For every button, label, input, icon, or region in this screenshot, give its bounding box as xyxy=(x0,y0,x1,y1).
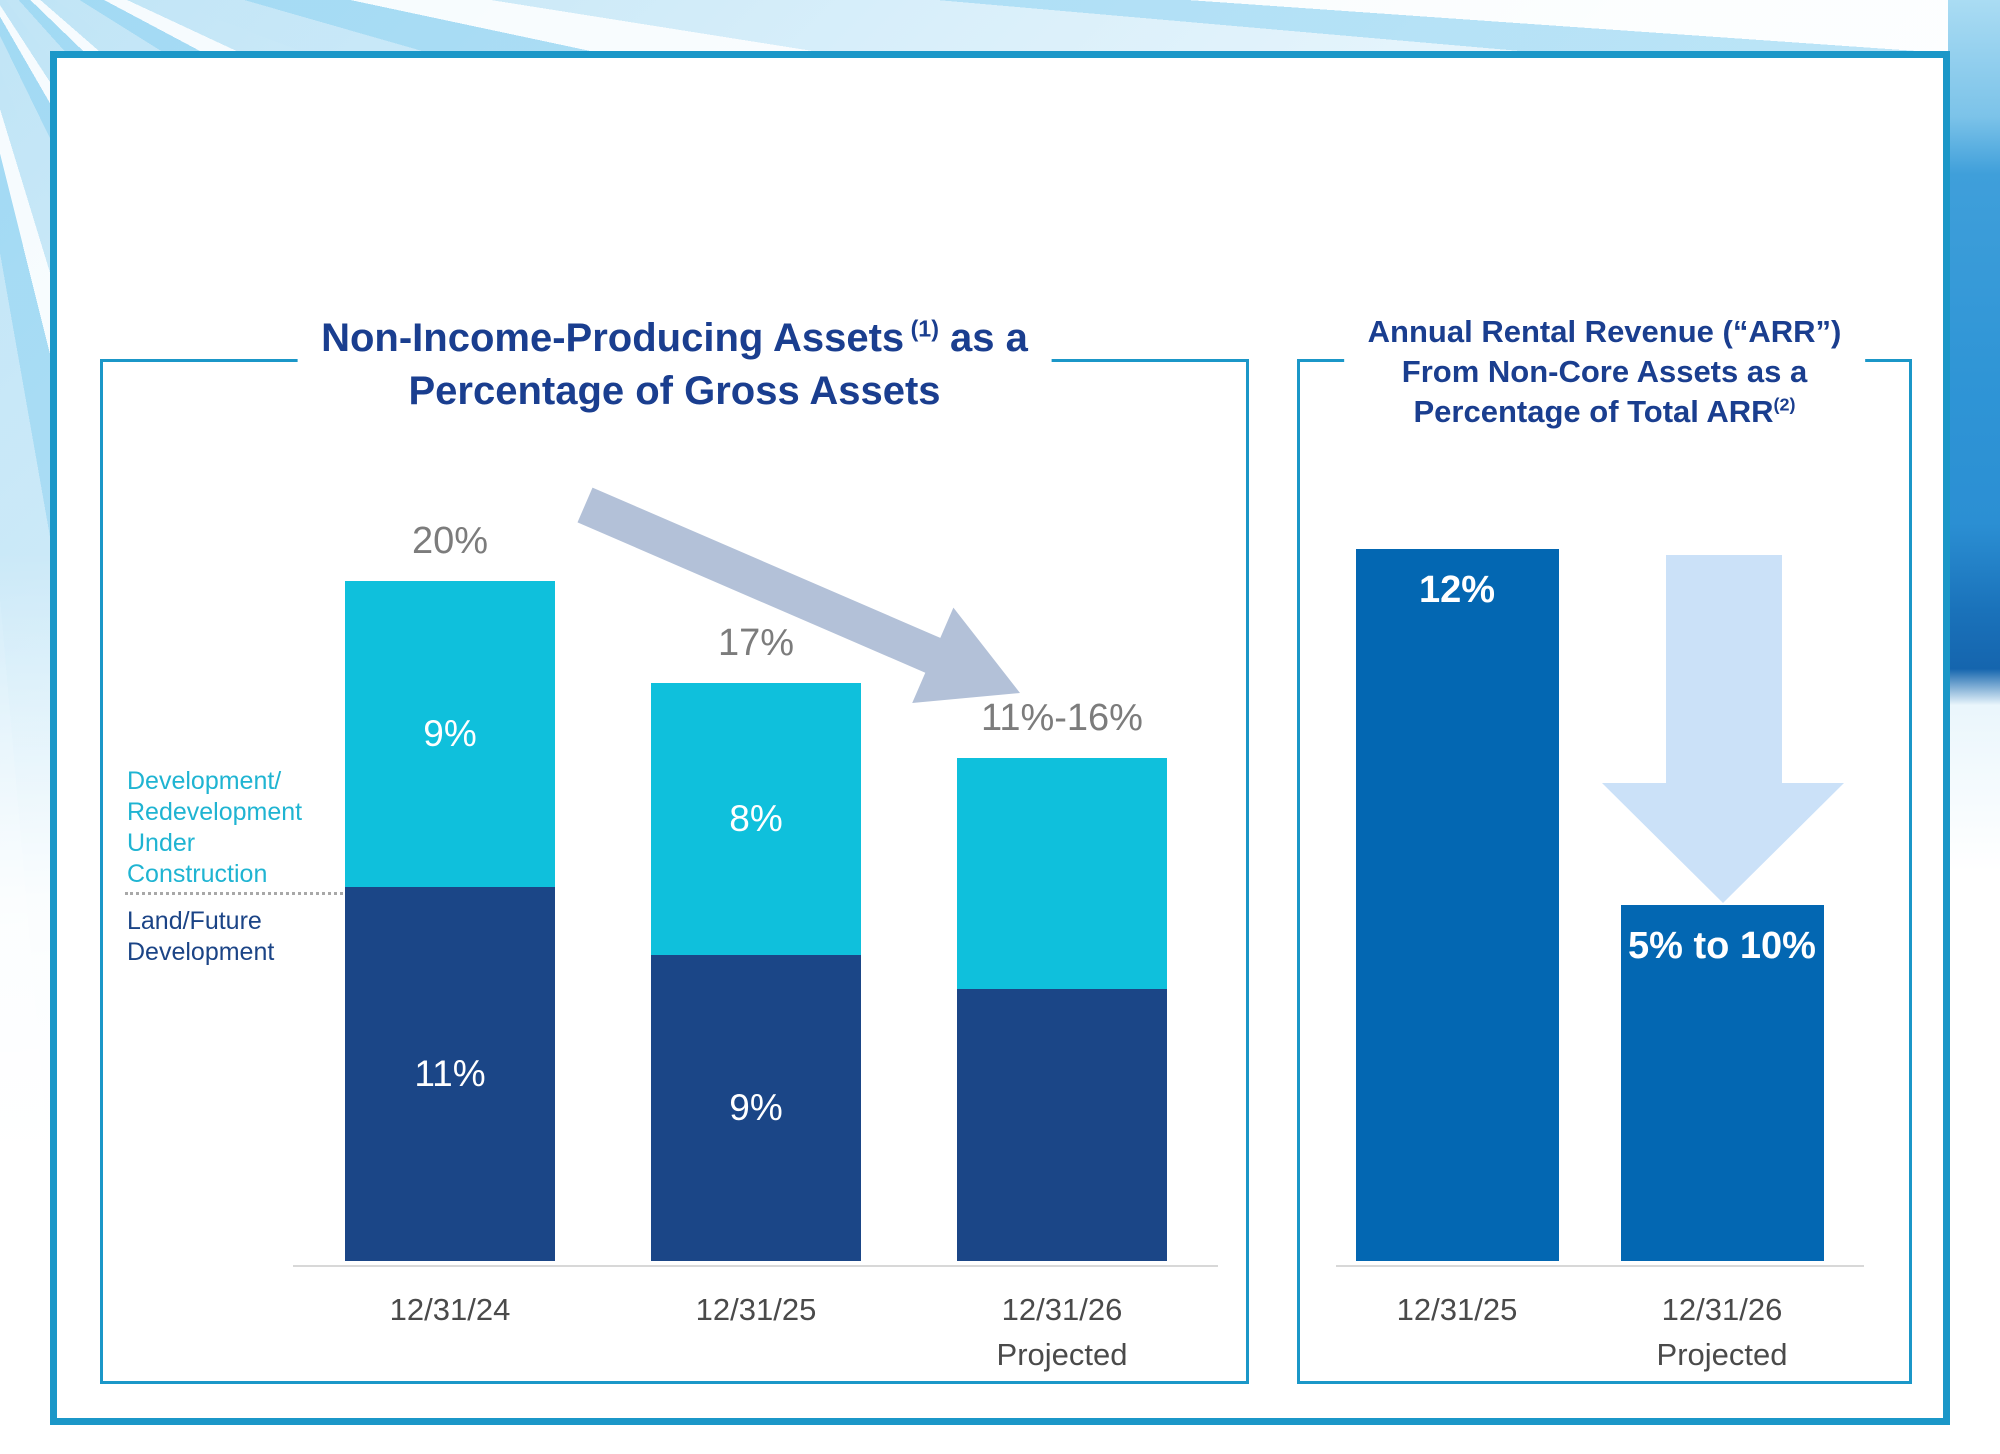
x-axis-category-label: 12/31/25 xyxy=(1396,1292,1518,1327)
chart-title-line: Annual Rental Revenue (“ARR”) xyxy=(1367,314,1842,349)
legend-land-future-development: Land/Future Development xyxy=(127,907,275,966)
bar-value-label: 5% to 10% xyxy=(1628,925,1816,967)
x-axis-category-label: 12/31/24 xyxy=(389,1292,511,1327)
left-chart-plot-area: Development/ Redevelopment Under Constru… xyxy=(103,362,1246,1381)
bar-value-label: 9% xyxy=(423,713,477,754)
x-axis-category-label: 12/31/26 Projected xyxy=(996,1292,1128,1372)
right-chart-title: Annual Rental Revenue (“ARR”) From Non-Co… xyxy=(1343,312,1866,432)
chart-box-non-income-producing-assets: Non-Income-Producing Assets (1) as a Perc… xyxy=(100,312,1249,1384)
bar-total-label: 17% xyxy=(717,622,795,664)
chart-title-line: Non-Income-Producing Assets (1) as a xyxy=(321,315,1028,360)
chart-title-line: From Non-Core Assets as a xyxy=(1401,354,1808,389)
right-chart-plot-area: 12% 12/31/25 5% to 10% 12/31/26 Projected xyxy=(1300,362,1909,1381)
bar-segment: 11% xyxy=(345,887,555,1261)
bar-segment: 9% xyxy=(345,581,555,887)
x-axis-category-label: 12/31/25 xyxy=(695,1292,817,1327)
bar-value-label: 9% xyxy=(729,1087,783,1128)
left-chart-title: Non-Income-Producing Assets (1) as a Perc… xyxy=(297,312,1052,418)
legend-development-redevelopment: Development/ Redevelopment Under Constru… xyxy=(127,767,303,888)
left-chart-x-axis-line xyxy=(293,1265,1218,1267)
right-chart-x-axis-line xyxy=(1336,1265,1864,1267)
down-arrow-head-icon xyxy=(1602,783,1844,903)
bar-segment xyxy=(957,989,1167,1261)
background-right-blue-band xyxy=(1948,0,2000,1454)
bar-value-label: 8% xyxy=(729,798,783,839)
bar-segment: 12% xyxy=(1355,549,1559,1261)
x-axis-category-label: 12/31/26 Projected xyxy=(1656,1292,1788,1372)
down-arrow-icon xyxy=(1666,555,1782,785)
chart-title-line: Percentage of Total ARR(2) xyxy=(1413,394,1796,429)
legend-dotted-leader-line xyxy=(125,892,349,895)
chart-box-arr-non-core-assets: Annual Rental Revenue (“ARR”) From Non-Co… xyxy=(1297,312,1912,1384)
bar-value-label: 11% xyxy=(414,1053,486,1094)
bar-total-label: 11%-16% xyxy=(981,697,1143,739)
bar-total-label: 20% xyxy=(411,520,489,562)
slide-panel: Non-Income-Producing Assets (1) as a Perc… xyxy=(50,51,1950,1425)
bar-segment: 8% xyxy=(651,683,861,955)
downward-trend-arrow-icon xyxy=(577,487,1020,703)
chart-title-line: Percentage of Gross Assets xyxy=(408,369,941,413)
bar-segment xyxy=(957,758,1167,989)
bar-value-label: 12% xyxy=(1418,569,1496,611)
bar-segment: 9% xyxy=(651,955,861,1261)
bar-segment: 5% to 10% xyxy=(1620,905,1824,1261)
